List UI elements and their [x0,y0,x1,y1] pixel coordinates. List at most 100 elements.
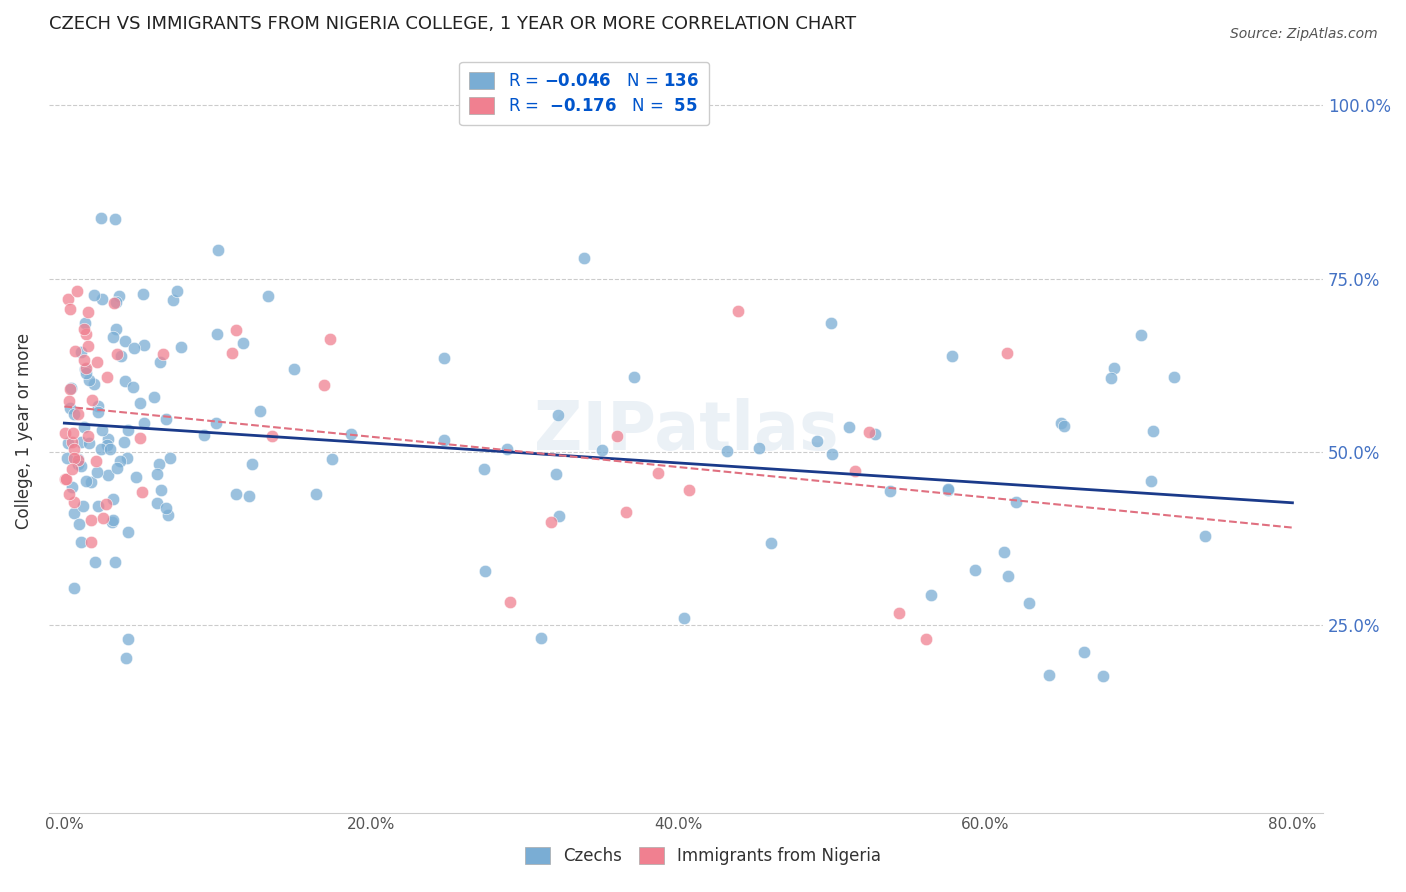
Point [59,381,82,395]
Point [117,524,139,539]
Point [544,467,567,482]
Point [59,301,82,316]
Point [1140,475,1163,489]
Point [474,564,496,578]
Point [79,534,101,549]
Point [155,501,177,516]
Point [193,428,215,442]
Point [86,465,108,479]
Point [1005,495,1028,509]
Point [149,355,172,369]
Point [995,346,1018,360]
Point [55,472,77,486]
Point [86,454,108,468]
Point [678,483,700,498]
Point [225,323,247,337]
Point [59,401,82,416]
Point [125,470,148,484]
Point [94,498,117,512]
Point [806,434,828,449]
Point [499,595,522,609]
Y-axis label: College, 1 year or more: College, 1 year or more [15,333,32,529]
Point [433,351,456,365]
Point [221,346,243,360]
Point [80,513,103,527]
Point [496,442,519,457]
Point [997,569,1019,583]
Point [321,451,343,466]
Point [101,491,124,506]
Point [63,506,86,520]
Point [84,555,107,569]
Point [56,436,79,450]
Point [142,390,165,404]
Legend: R = $\mathbf{-0.046}$   N = $\mathbf{136}$, R =  $\mathbf{-0.176}$   N =  $\math: R = $\mathbf{-0.046}$ N = $\mathbf{136}$… [460,62,709,125]
Point [152,346,174,360]
Point [838,420,860,434]
Point [97,468,120,483]
Point [920,588,942,602]
Point [115,451,138,466]
Point [60,481,83,495]
Point [75,474,97,488]
Point [114,374,136,388]
Point [86,405,108,419]
Point [104,211,127,226]
Point [159,450,181,465]
Point [915,632,938,647]
Point [96,369,118,384]
Point [863,427,886,442]
Point [73,419,96,434]
Point [149,483,172,497]
Point [225,487,247,501]
Point [673,611,696,625]
Point [101,513,124,527]
Point [204,417,226,431]
Point [936,482,959,496]
Point [73,321,96,335]
Point [63,451,86,466]
Point [90,211,112,226]
Point [69,345,91,359]
Point [76,305,98,319]
Point [75,326,97,341]
Point [100,515,122,529]
Point [748,442,770,456]
Point [103,295,125,310]
Point [96,438,118,452]
Point [63,495,86,509]
Point [1038,667,1060,681]
Point [647,466,669,480]
Point [75,361,97,376]
Point [131,484,153,499]
Point [305,486,328,500]
Point [108,289,131,303]
Text: CZECH VS IMMIGRANTS FROM NIGERIA COLLEGE, 1 YEAR OR MORE CORRELATION CHART: CZECH VS IMMIGRANTS FROM NIGERIA COLLEGE… [49,15,856,33]
Point [574,251,596,265]
Point [260,429,283,443]
Point [547,409,569,423]
Point [887,607,910,621]
Point [75,366,97,380]
Point [283,362,305,376]
Point [63,581,86,595]
Point [146,496,169,510]
Point [941,349,963,363]
Point [117,423,139,437]
Point [66,407,89,421]
Point [257,289,280,303]
Point [62,426,84,441]
Point [1102,360,1125,375]
Point [170,340,193,354]
Point [965,563,987,577]
Point [238,489,260,503]
Text: Source: ZipAtlas.com: Source: ZipAtlas.com [1230,27,1378,41]
Point [70,535,93,549]
Point [67,452,90,467]
Point [1052,418,1074,433]
Point [146,467,169,481]
Point [114,334,136,349]
Point [548,508,571,523]
Point [1194,529,1216,543]
Point [936,483,959,498]
